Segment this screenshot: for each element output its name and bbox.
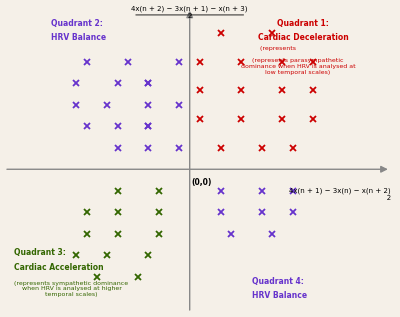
Text: (represents sympathetic dominance
when HRV is analysed at higher
temporal scales: (represents sympathetic dominance when H…	[14, 281, 128, 297]
Text: Quadrant 3:: Quadrant 3:	[14, 248, 66, 257]
Text: 4x(n + 1) − 3x(n) − x(n + 2)
       2: 4x(n + 1) − 3x(n) − x(n + 2) 2	[289, 187, 391, 201]
Text: Quadrant 4:: Quadrant 4:	[252, 277, 304, 286]
Text: (0,0): (0,0)	[192, 178, 212, 187]
Text: Quadrant 1:: Quadrant 1:	[277, 18, 329, 28]
Text: Cardiac Acceleration: Cardiac Acceleration	[14, 262, 104, 272]
Text: HRV Balance: HRV Balance	[50, 33, 106, 42]
Text: Quadrant 2:: Quadrant 2:	[50, 18, 102, 28]
Text: (represents parasympathetic
dominance when HRV is analysed at
low temporal scale: (represents parasympathetic dominance wh…	[241, 58, 355, 74]
Text: HRV Balance: HRV Balance	[252, 291, 307, 300]
Text: 4x(n + 2) − 3x(n + 1) − x(n + 3)
2: 4x(n + 2) − 3x(n + 1) − x(n + 3) 2	[132, 6, 248, 19]
Text: Cardiac Deceleration: Cardiac Deceleration	[258, 33, 348, 42]
Text: (represents: (represents	[260, 46, 298, 51]
